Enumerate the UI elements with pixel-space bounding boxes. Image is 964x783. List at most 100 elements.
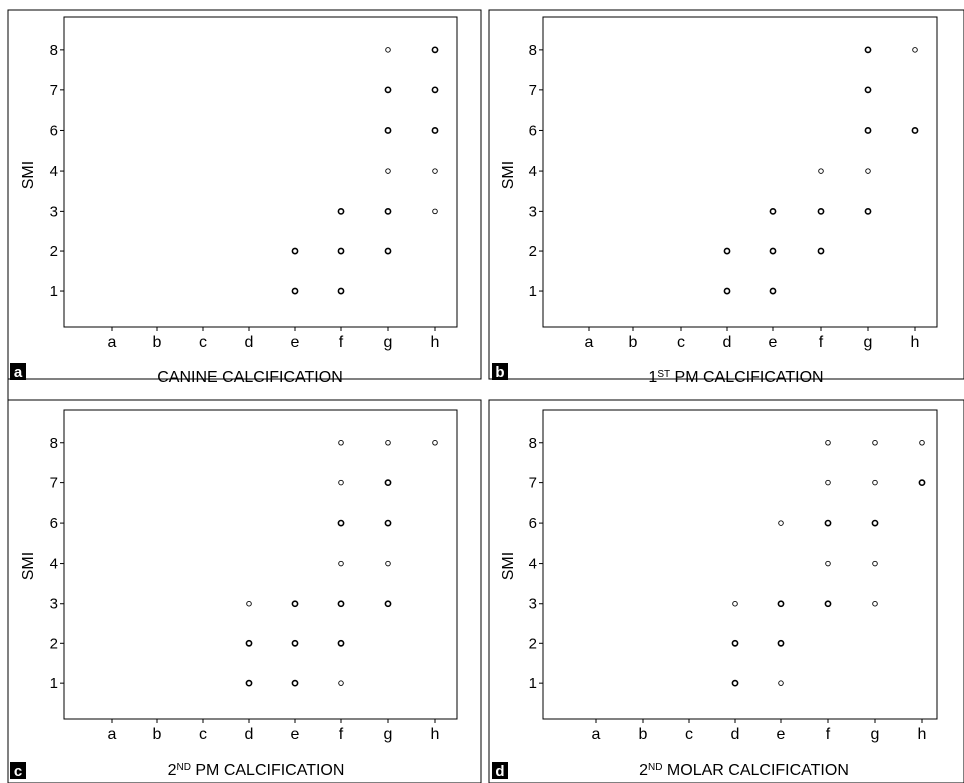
y-tick-label: 2 <box>50 635 58 652</box>
x-tick-label: h <box>431 726 440 743</box>
x-tick-label: c <box>685 726 693 743</box>
y-tick-label: 4 <box>50 163 58 180</box>
y-axis-label: SMI <box>20 552 37 580</box>
data-point <box>432 440 438 446</box>
chart-panel-b: 1 2 3 4 6 7 8 a b c d e f g h SMI 1ST PM CALCIFICATION b <box>488 9 964 386</box>
x-tick-label: g <box>384 726 393 743</box>
y-axis-label: SMI <box>500 552 517 580</box>
data-point <box>246 600 252 607</box>
data-point <box>245 679 253 687</box>
x-tick-label: b <box>153 726 162 743</box>
data-point <box>337 207 345 215</box>
data-point <box>337 287 345 295</box>
data-point <box>384 479 392 487</box>
y-tick-label: 8 <box>50 435 58 452</box>
y-tick-label: 6 <box>529 515 537 532</box>
x-tick-label: f <box>339 334 344 351</box>
y-axis-label: SMI <box>20 161 37 189</box>
data-point <box>918 479 926 487</box>
y-tick-label: 7 <box>529 475 537 492</box>
data-point <box>769 287 777 295</box>
data-point <box>777 600 785 608</box>
x-tick-label: f <box>826 726 831 743</box>
data-point <box>385 168 391 174</box>
data-point <box>337 600 345 608</box>
data-point <box>817 247 825 255</box>
y-tick-label: 4 <box>529 163 537 180</box>
y-tick-label: 4 <box>50 556 58 573</box>
x-tick-label: e <box>291 726 300 743</box>
data-point <box>817 207 825 215</box>
plot-area <box>63 409 458 720</box>
x-tick-label: a <box>108 334 117 351</box>
plot-area <box>63 16 458 328</box>
x-tick-label: c <box>199 334 207 351</box>
data-point <box>385 560 391 567</box>
data-point <box>769 207 777 215</box>
x-tick-label: g <box>871 726 880 743</box>
plot-area <box>542 409 938 720</box>
data-point <box>291 600 299 608</box>
y-tick-label: 2 <box>529 635 537 652</box>
panel-border <box>7 399 482 783</box>
data-point <box>864 127 872 134</box>
panel-border <box>488 399 964 783</box>
x-tick-label: d <box>723 334 732 351</box>
x-tick-label: b <box>639 726 648 743</box>
panel-label-badge <box>10 762 26 779</box>
data-point <box>912 47 918 53</box>
data-point <box>824 600 832 608</box>
panel-label: d <box>495 763 504 780</box>
x-tick-label: h <box>431 334 440 351</box>
y-tick-label: 1 <box>50 283 58 300</box>
data-point <box>337 519 345 527</box>
data-point <box>431 86 439 94</box>
panel-border <box>7 9 482 380</box>
data-point <box>337 639 345 647</box>
data-point <box>291 247 299 255</box>
x-tick-label: h <box>918 726 927 743</box>
x-tick-label: a <box>108 726 117 743</box>
x-tick-label: g <box>864 334 873 351</box>
y-tick-label: 1 <box>529 675 537 692</box>
x-tick-label: e <box>769 334 778 351</box>
plot-area <box>542 16 938 328</box>
data-point <box>291 639 299 647</box>
x-tick-label: d <box>245 334 254 351</box>
data-point <box>384 127 392 134</box>
x-tick-label: a <box>585 334 594 351</box>
panel-label-badge <box>492 363 508 380</box>
data-point <box>919 440 925 446</box>
y-tick-label: 8 <box>529 42 537 59</box>
data-point <box>778 680 784 686</box>
y-tick-label: 8 <box>50 42 58 59</box>
data-point <box>431 46 439 54</box>
data-point <box>723 287 731 295</box>
data-point <box>432 168 438 174</box>
x-axis-label: 2ND PM CALCIFICATION <box>168 762 345 780</box>
data-point <box>872 479 878 486</box>
data-point <box>864 86 872 94</box>
data-point <box>864 46 872 54</box>
panel-label: c <box>14 763 22 780</box>
y-tick-label: 2 <box>529 243 537 260</box>
data-point <box>825 440 831 446</box>
x-tick-label: g <box>384 334 393 351</box>
data-point <box>245 639 253 647</box>
y-tick-label: 4 <box>529 556 537 573</box>
y-tick-label: 7 <box>529 82 537 99</box>
x-tick-label: e <box>291 334 300 351</box>
x-tick-label: h <box>911 334 920 351</box>
y-axis-label: SMI <box>500 161 517 189</box>
y-tick-label: 1 <box>529 283 537 300</box>
data-point <box>825 479 831 486</box>
x-tick-label: d <box>245 726 254 743</box>
x-tick-label: b <box>629 334 638 351</box>
data-point <box>291 679 299 687</box>
y-tick-label: 7 <box>50 475 58 492</box>
data-point <box>818 168 824 174</box>
data-point <box>825 560 831 567</box>
data-point <box>385 47 391 53</box>
y-tick-label: 6 <box>50 515 58 532</box>
